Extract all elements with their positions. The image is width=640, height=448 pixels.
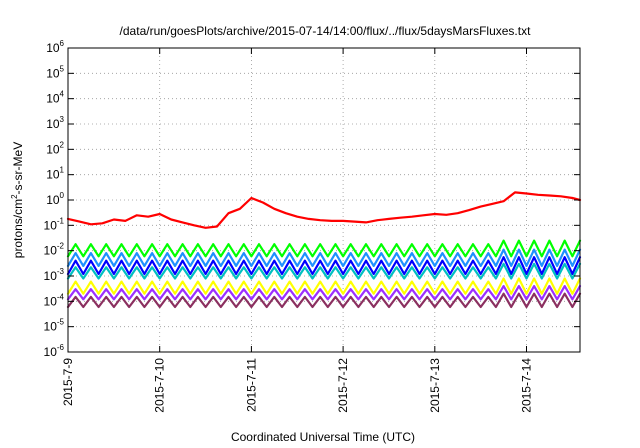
y-tick-label: 103 — [46, 115, 64, 131]
y-tick-label-exponent: 3 — [60, 115, 65, 124]
y-tick-label-base: 10 — [46, 41, 60, 55]
y-tick-label-exponent: -1 — [57, 216, 65, 225]
chart-title: /data/run/goesPlots/archive/2015-07-14/1… — [120, 24, 532, 38]
y-tick-label-base: 10 — [46, 117, 60, 131]
y-tick-label-exponent: 2 — [60, 140, 65, 149]
y-tick-label: 101 — [46, 166, 64, 182]
series-line — [66, 191, 582, 229]
y-tick-label: 104 — [46, 90, 64, 106]
series-line — [66, 262, 582, 280]
y-tick-label: 100 — [46, 191, 64, 207]
y-tick-label-base: 10 — [46, 142, 60, 156]
y-axis-label-suffix: -s-sr-MeV — [11, 142, 25, 195]
series-line — [66, 292, 582, 309]
x-tick-label: 2015-7-9 — [61, 358, 75, 406]
y-tick-label-exponent: -4 — [57, 292, 65, 301]
y-tick-label: 10-6 — [44, 343, 65, 359]
y-tick-label-base: 10 — [44, 269, 58, 283]
y-axis-label-prefix: protons/cm — [11, 199, 25, 258]
y-tick-label-exponent: 5 — [60, 64, 65, 73]
y-tick-label-exponent: 0 — [60, 191, 65, 200]
y-tick-label: 102 — [46, 140, 64, 156]
x-tick-label: 2015-7-10 — [153, 358, 167, 413]
series-line — [66, 277, 582, 295]
y-tick-label-exponent: -6 — [57, 343, 65, 352]
y-tick-label: 105 — [46, 64, 64, 80]
series-line — [66, 248, 582, 267]
series-line — [66, 285, 582, 301]
y-tick-label-exponent: 6 — [60, 39, 65, 48]
y-tick-label-base: 10 — [44, 320, 58, 334]
y-tick-label-exponent: -5 — [57, 318, 65, 327]
y-tick-label: 10-3 — [44, 267, 65, 283]
y-tick-label-base: 10 — [44, 244, 58, 258]
y-tick-label-base: 10 — [44, 294, 58, 308]
series-line — [66, 256, 582, 276]
y-tick-label: 10-4 — [44, 292, 65, 308]
y-axis-label-superscript: 2 — [10, 194, 19, 199]
x-tick-label: 2015-7-11 — [244, 358, 258, 412]
y-tick-label-exponent: 4 — [60, 90, 65, 99]
axes: 10-610-510-410-310-210-11001011021031041… — [44, 39, 580, 413]
series-line — [66, 239, 582, 258]
x-tick-label: 2015-7-14 — [520, 358, 534, 413]
x-axis-label: Coordinated Universal Time (UTC) — [231, 430, 415, 444]
x-tick-label: 2015-7-12 — [336, 358, 350, 413]
series-group — [66, 191, 582, 309]
y-tick-label-exponent: 1 — [60, 166, 65, 175]
y-tick-label-base: 10 — [46, 92, 60, 106]
y-tick-label-base: 10 — [44, 345, 58, 359]
y-tick-label: 10-2 — [44, 242, 65, 258]
y-tick-label-base: 10 — [46, 193, 60, 207]
y-tick-label-base: 10 — [46, 168, 60, 182]
y-tick-label-exponent: -2 — [57, 242, 65, 251]
x-tick-label: 2015-7-13 — [428, 358, 442, 413]
y-tick-label: 106 — [46, 39, 64, 55]
y-tick-label-exponent: -3 — [57, 267, 65, 276]
y-axis-label: protons/cm2-s-sr-MeV — [10, 142, 25, 258]
y-tick-label: 10-5 — [44, 318, 65, 334]
y-tick-label-base: 10 — [44, 218, 58, 232]
y-tick-label: 10-1 — [44, 216, 65, 232]
y-tick-label-base: 10 — [46, 66, 60, 80]
